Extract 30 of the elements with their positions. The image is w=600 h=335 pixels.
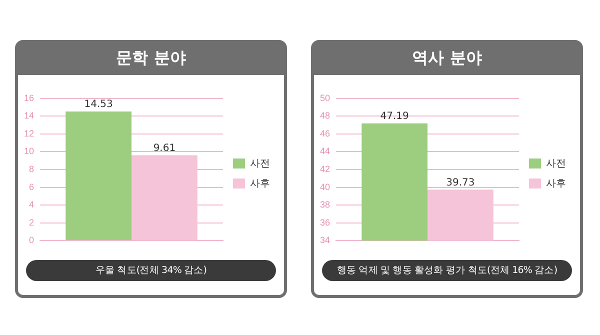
y-tick-label: 40 (320, 182, 330, 192)
data-label: 39.73 (446, 177, 475, 188)
y-tick-label: 8 (28, 164, 34, 174)
y-tick-label: 50 (320, 92, 330, 103)
y-tick-label: 2 (28, 217, 34, 228)
y-tick-label: 6 (28, 182, 34, 192)
y-tick-label: 42 (320, 164, 330, 174)
y-tick-label: 46 (320, 128, 330, 138)
chart-title: 역사 분야 (314, 43, 580, 75)
text: 우울 척도(전체 34% 감소) (26, 260, 276, 281)
y-tick-label: 44 (320, 146, 330, 156)
legend-label: 사후 (250, 178, 270, 190)
legend-label: 사후 (546, 178, 566, 190)
legend-label: 사전 (250, 158, 270, 170)
y-tick-label: 12 (24, 128, 34, 138)
legend-label: 사전 (546, 158, 566, 170)
data-label: 14.53 (84, 99, 113, 110)
y-tick-label: 14 (24, 110, 34, 121)
y-tick-label: 4 (28, 200, 34, 210)
y-tick-label: 16 (24, 92, 34, 103)
y-tick-label: 0 (28, 235, 34, 246)
data-label: 9.61 (153, 142, 176, 154)
y-tick-label: 36 (320, 217, 330, 228)
data-label: 47.19 (380, 110, 409, 122)
y-tick-label: 38 (320, 200, 330, 210)
y-tick-label: 34 (320, 235, 330, 246)
y-tick-label: 48 (320, 110, 330, 121)
chart-title: 문학 분야 (18, 43, 284, 75)
y-tick-label: 10 (24, 146, 34, 156)
text: 행동 억제 및 행동 활성화 평가 척도(전체 16% 감소) (322, 260, 572, 281)
